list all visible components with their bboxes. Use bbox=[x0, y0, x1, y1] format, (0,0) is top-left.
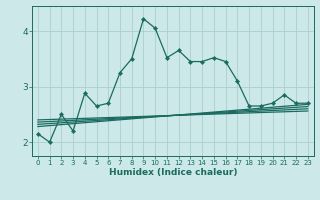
X-axis label: Humidex (Indice chaleur): Humidex (Indice chaleur) bbox=[108, 168, 237, 177]
